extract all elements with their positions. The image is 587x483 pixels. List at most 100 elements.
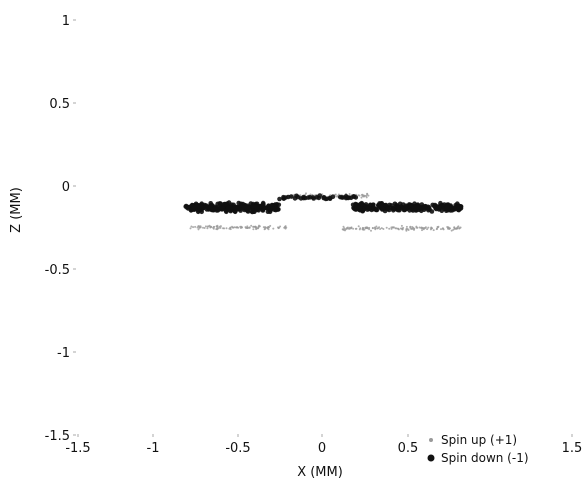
point-spin-up bbox=[396, 227, 399, 230]
point-spin-up bbox=[283, 226, 286, 229]
point-spin-up bbox=[382, 228, 385, 230]
point-spin-down bbox=[419, 208, 424, 214]
point-spin-up bbox=[415, 226, 418, 229]
point-spin-up bbox=[367, 194, 370, 197]
point-spin-down bbox=[183, 203, 189, 209]
point-spin-up bbox=[458, 227, 461, 230]
point-spin-down bbox=[408, 202, 414, 208]
point-spin-up bbox=[246, 226, 249, 229]
point-spin-up bbox=[207, 225, 210, 228]
point-spin-up bbox=[364, 195, 367, 197]
point-spin-down bbox=[311, 196, 317, 201]
point-spin-down bbox=[249, 208, 254, 214]
point-spin-down bbox=[371, 206, 377, 211]
point-spin-up bbox=[405, 229, 408, 232]
legend-label-spin-up: Spin up (+1) bbox=[441, 433, 517, 447]
point-spin-up bbox=[350, 226, 353, 229]
point-spin-down bbox=[273, 206, 278, 212]
point-spin-down bbox=[266, 203, 271, 208]
point-spin-up bbox=[342, 225, 345, 228]
point-spin-up bbox=[334, 193, 337, 196]
point-spin-up bbox=[450, 229, 453, 232]
point-spin-up bbox=[299, 194, 302, 197]
point-spin-up bbox=[197, 228, 200, 231]
point-spin-down bbox=[385, 206, 391, 211]
point-spin-up bbox=[204, 225, 207, 228]
point-spin-up bbox=[285, 226, 288, 229]
point-spin-down bbox=[450, 208, 455, 213]
point-spin-down bbox=[395, 204, 401, 209]
x-tick-label: -1 bbox=[147, 441, 160, 456]
point-spin-down bbox=[298, 196, 304, 201]
point-spin-up bbox=[411, 227, 413, 230]
point-spin-down bbox=[403, 203, 409, 208]
y-tick-label: 0 bbox=[62, 180, 70, 195]
point-spin-up bbox=[252, 225, 255, 228]
point-spin-up bbox=[348, 226, 351, 229]
point-spin-up bbox=[250, 224, 253, 227]
point-spin-down bbox=[211, 206, 217, 212]
point-spin-down bbox=[436, 205, 441, 210]
y-tick-label: -1 bbox=[57, 346, 70, 361]
point-spin-up bbox=[217, 227, 220, 230]
point-spin-down bbox=[245, 203, 251, 209]
y-tick-label: 1 bbox=[62, 14, 70, 29]
point-spin-up bbox=[198, 225, 200, 228]
point-spin-down bbox=[240, 201, 246, 207]
point-spin-up bbox=[455, 227, 458, 230]
point-spin-up bbox=[309, 193, 312, 196]
point-spin-up bbox=[203, 227, 206, 229]
point-spin-up bbox=[344, 229, 346, 232]
x-tick-label: 0.5 bbox=[398, 441, 419, 456]
point-spin-down bbox=[208, 203, 213, 208]
point-spin-up bbox=[264, 226, 267, 229]
point-spin-up bbox=[360, 196, 363, 199]
point-spin-up bbox=[366, 226, 369, 229]
point-spin-down bbox=[429, 209, 435, 214]
point-spin-up bbox=[254, 226, 257, 228]
point-spin-down bbox=[356, 205, 362, 210]
point-spin-down bbox=[439, 208, 445, 213]
point-spin-down bbox=[217, 204, 222, 209]
point-spin-up bbox=[222, 227, 224, 230]
point-spin-down bbox=[260, 202, 266, 207]
point-spin-up bbox=[409, 225, 412, 228]
point-spin-up bbox=[343, 227, 346, 230]
point-spin-up bbox=[405, 225, 408, 228]
x-axis-label: X (MM) bbox=[297, 465, 343, 480]
point-spin-down bbox=[253, 204, 259, 209]
point-spin-up bbox=[436, 227, 438, 230]
point-spin-down bbox=[189, 202, 195, 208]
point-spin-up bbox=[255, 228, 258, 231]
point-spin-down bbox=[380, 206, 386, 212]
point-spin-up bbox=[360, 193, 363, 196]
point-spin-up bbox=[262, 226, 265, 229]
point-spin-down bbox=[410, 208, 416, 213]
x-tick-label: -1.5 bbox=[65, 441, 90, 456]
y-tick-label: 0.5 bbox=[49, 97, 70, 112]
point-spin-up bbox=[364, 226, 367, 229]
point-spin-down bbox=[422, 205, 428, 211]
point-spin-down bbox=[254, 207, 260, 213]
point-spin-down bbox=[456, 203, 461, 209]
point-spin-down bbox=[338, 194, 343, 200]
point-spin-up bbox=[427, 226, 430, 229]
point-spin-up bbox=[231, 226, 234, 229]
point-spin-up bbox=[257, 225, 260, 228]
point-spin-up bbox=[192, 226, 195, 229]
point-spin-up bbox=[263, 228, 266, 231]
point-spin-up bbox=[267, 228, 270, 231]
point-spin-down bbox=[344, 195, 350, 200]
legend: Spin up (+1) Spin down (-1) bbox=[427, 433, 529, 465]
point-spin-up bbox=[348, 193, 351, 195]
point-spin-up bbox=[206, 227, 209, 230]
legend-marker-spin-down bbox=[427, 454, 435, 462]
point-spin-up bbox=[357, 194, 360, 197]
point-spin-down bbox=[198, 203, 204, 209]
point-spin-down bbox=[223, 202, 229, 207]
point-spin-down bbox=[444, 205, 450, 211]
point-spin-down bbox=[277, 196, 282, 202]
point-spin-up bbox=[354, 227, 357, 230]
point-spin-up bbox=[399, 227, 402, 230]
x-tick-label: 1.5 bbox=[562, 441, 583, 456]
